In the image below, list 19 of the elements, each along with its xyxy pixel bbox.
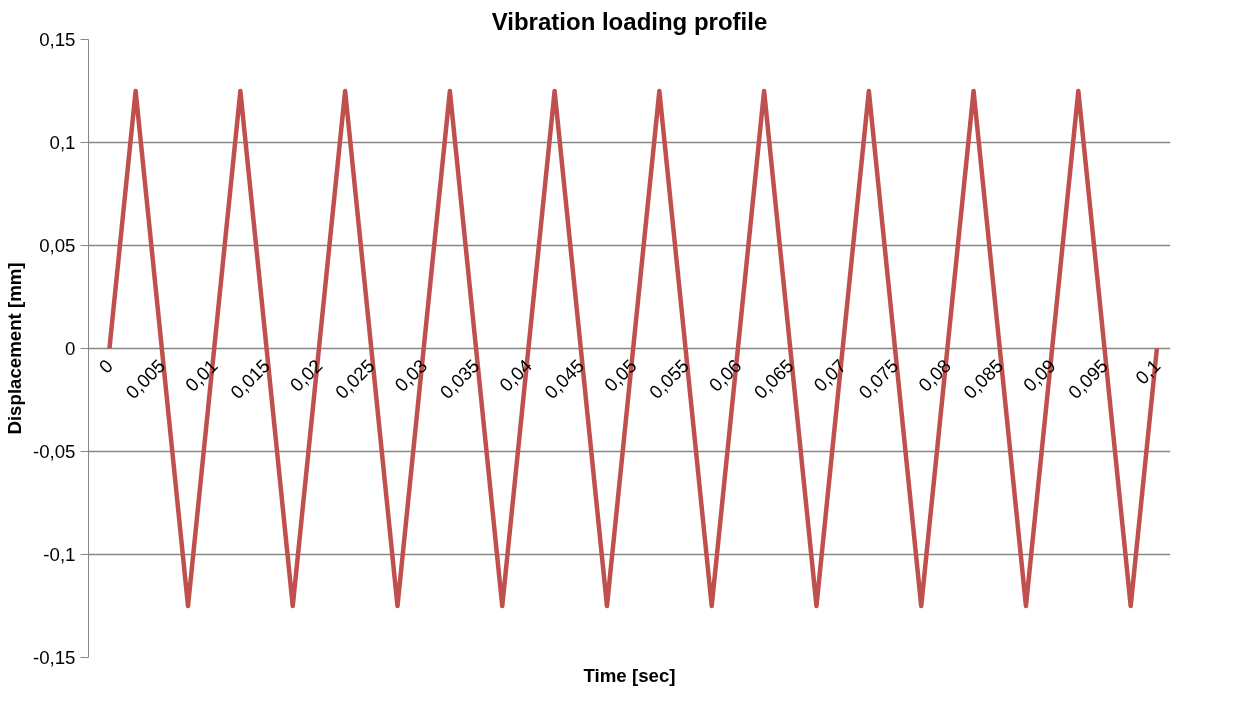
x-tick-label: 0,08: [914, 355, 955, 396]
x-tick-label: 0,1: [1131, 355, 1165, 389]
y-tick-label: -0,15: [32, 647, 76, 668]
x-tick-label: 0,01: [181, 355, 222, 396]
x-tick-label: 0,06: [704, 355, 746, 396]
x-tick-label: 0,04: [495, 355, 536, 396]
y-tick-label: 0,15: [39, 29, 76, 50]
y-tick-label: -0,05: [32, 441, 76, 462]
x-tick-label: 0: [94, 355, 117, 378]
y-tick-label: -0,1: [43, 544, 76, 565]
x-tick-label: 0,09: [1019, 355, 1060, 396]
x-tick-label: 0,02: [285, 355, 327, 396]
x-tick-label: 0,03: [390, 355, 432, 396]
y-tick-label: 0: [65, 338, 76, 359]
chart-title: Vibration loading profile: [491, 7, 768, 35]
y-axis-title: Displacement [mm]: [3, 262, 25, 435]
y-tick-label: 0,05: [39, 235, 76, 256]
x-axis-title: Time [sec]: [583, 664, 676, 686]
y-tick-label: 0,1: [49, 132, 76, 153]
